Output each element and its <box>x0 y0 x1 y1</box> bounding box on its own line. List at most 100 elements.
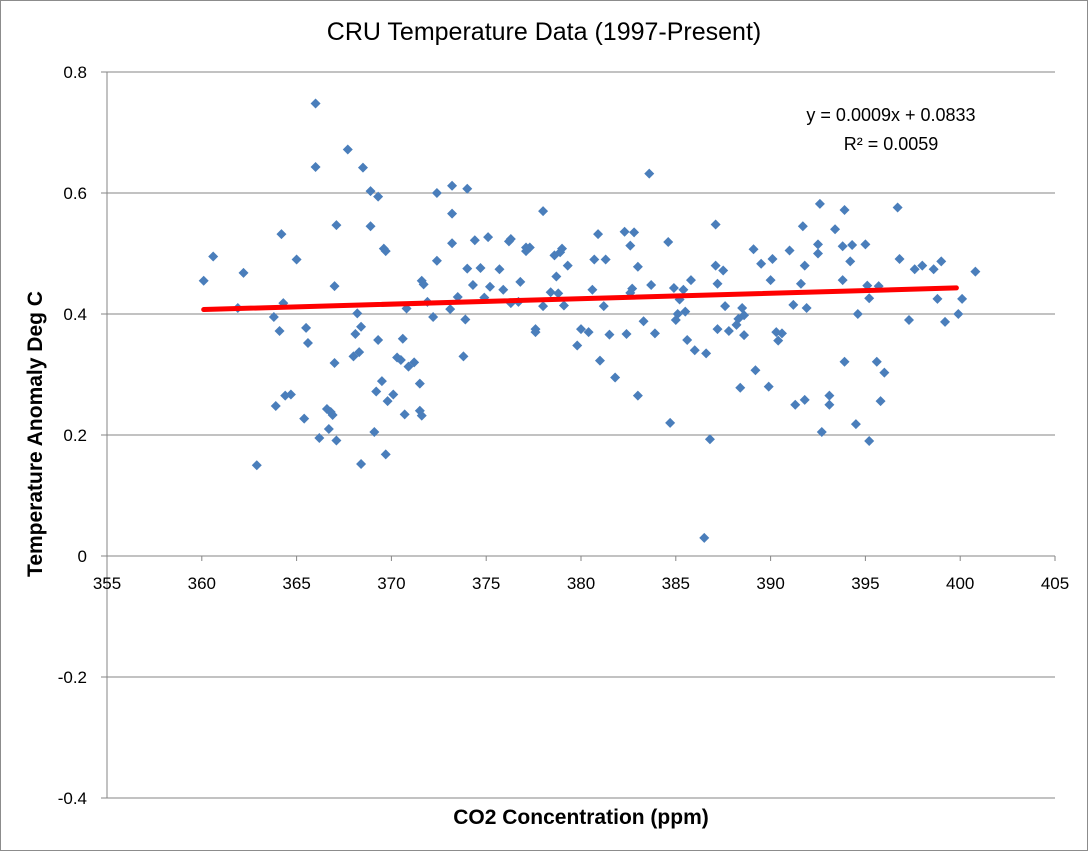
data-point <box>447 238 458 249</box>
data-point <box>710 219 721 230</box>
y-tick-label: 0.2 <box>63 426 87 445</box>
data-point <box>494 264 505 275</box>
data-point <box>576 324 586 335</box>
data-point <box>329 358 340 369</box>
data-point <box>813 248 823 259</box>
data-point <box>291 254 302 265</box>
data-point <box>302 338 313 349</box>
data-point <box>720 301 731 312</box>
data-point <box>276 229 287 240</box>
data-point <box>632 390 643 401</box>
data-point <box>850 419 861 430</box>
data-point <box>583 327 594 338</box>
data-point <box>268 312 279 323</box>
data-point <box>416 410 427 421</box>
y-tick-label: 0.4 <box>63 305 87 324</box>
data-point <box>712 324 723 335</box>
data-point <box>765 275 776 286</box>
data-point <box>723 325 734 336</box>
data-point <box>382 396 393 407</box>
data-point <box>672 309 683 319</box>
data-point <box>917 260 928 271</box>
data-point <box>380 246 391 257</box>
data-point <box>627 283 638 294</box>
data-point <box>737 302 748 313</box>
y-tick-label: 0.8 <box>63 63 87 82</box>
data-point <box>376 376 387 387</box>
data-point <box>524 242 535 253</box>
data-point <box>739 310 750 321</box>
data-point <box>447 208 458 219</box>
data-point <box>682 335 693 346</box>
trendline <box>201 285 959 313</box>
data-point <box>739 330 750 341</box>
x-tick-label: 365 <box>282 574 310 593</box>
data-point <box>198 275 209 286</box>
data-point <box>538 206 549 217</box>
data-point <box>452 292 463 303</box>
data-point <box>638 316 649 327</box>
data-point <box>860 239 871 250</box>
data-point <box>409 357 420 368</box>
data-point <box>431 188 442 198</box>
data-point <box>331 435 342 446</box>
data-point <box>458 351 469 362</box>
data-point <box>904 315 915 326</box>
x-tick-label: 355 <box>93 574 121 593</box>
data-point <box>864 293 875 304</box>
data-point <box>801 302 812 313</box>
data-point <box>428 312 439 323</box>
data-point <box>957 293 968 304</box>
data-point <box>970 266 981 277</box>
data-point <box>704 434 715 445</box>
data-point <box>238 267 249 278</box>
data-point <box>776 328 787 339</box>
data-point <box>356 459 367 470</box>
x-tick-label: 370 <box>377 574 405 593</box>
data-point <box>797 221 808 232</box>
x-axis-title: CO2 Concentration (ppm) <box>453 806 709 829</box>
data-point <box>414 378 425 389</box>
trendline-group <box>201 285 959 313</box>
data-point <box>847 240 858 251</box>
data-point <box>953 309 964 319</box>
data-point <box>600 254 611 265</box>
data-point <box>469 235 480 246</box>
data-point <box>388 389 399 400</box>
data-point <box>530 324 541 335</box>
data-point <box>799 394 810 405</box>
data-point <box>558 300 569 311</box>
data-point <box>365 221 376 232</box>
data-point <box>604 329 615 340</box>
data-point <box>839 204 850 215</box>
data-point <box>498 284 509 295</box>
data-point <box>323 423 334 434</box>
data-point <box>371 386 382 397</box>
data-point <box>251 460 262 471</box>
data-point <box>350 328 361 339</box>
data-point <box>875 396 886 407</box>
data-point <box>790 399 801 410</box>
data-point <box>909 264 920 275</box>
data-point <box>431 255 442 266</box>
data-point <box>331 220 342 231</box>
data-point <box>447 180 458 191</box>
data-point <box>483 232 494 243</box>
data-point <box>845 256 856 267</box>
data-point <box>352 308 363 319</box>
data-point <box>373 191 384 202</box>
y-axis-title: Temperature Anomaly Deg C <box>24 291 47 577</box>
data-point <box>837 275 848 286</box>
x-tick-label: 405 <box>1041 574 1069 593</box>
data-point <box>587 284 598 295</box>
data-point <box>718 265 729 276</box>
y-tick-label: -0.2 <box>58 668 87 687</box>
data-point <box>665 417 676 428</box>
x-tick-label: 390 <box>756 574 784 593</box>
data-point <box>475 263 486 274</box>
data-point <box>649 328 660 339</box>
data-point <box>837 241 848 252</box>
data-point <box>894 253 905 264</box>
data-point <box>310 98 321 109</box>
data-point <box>610 372 621 383</box>
